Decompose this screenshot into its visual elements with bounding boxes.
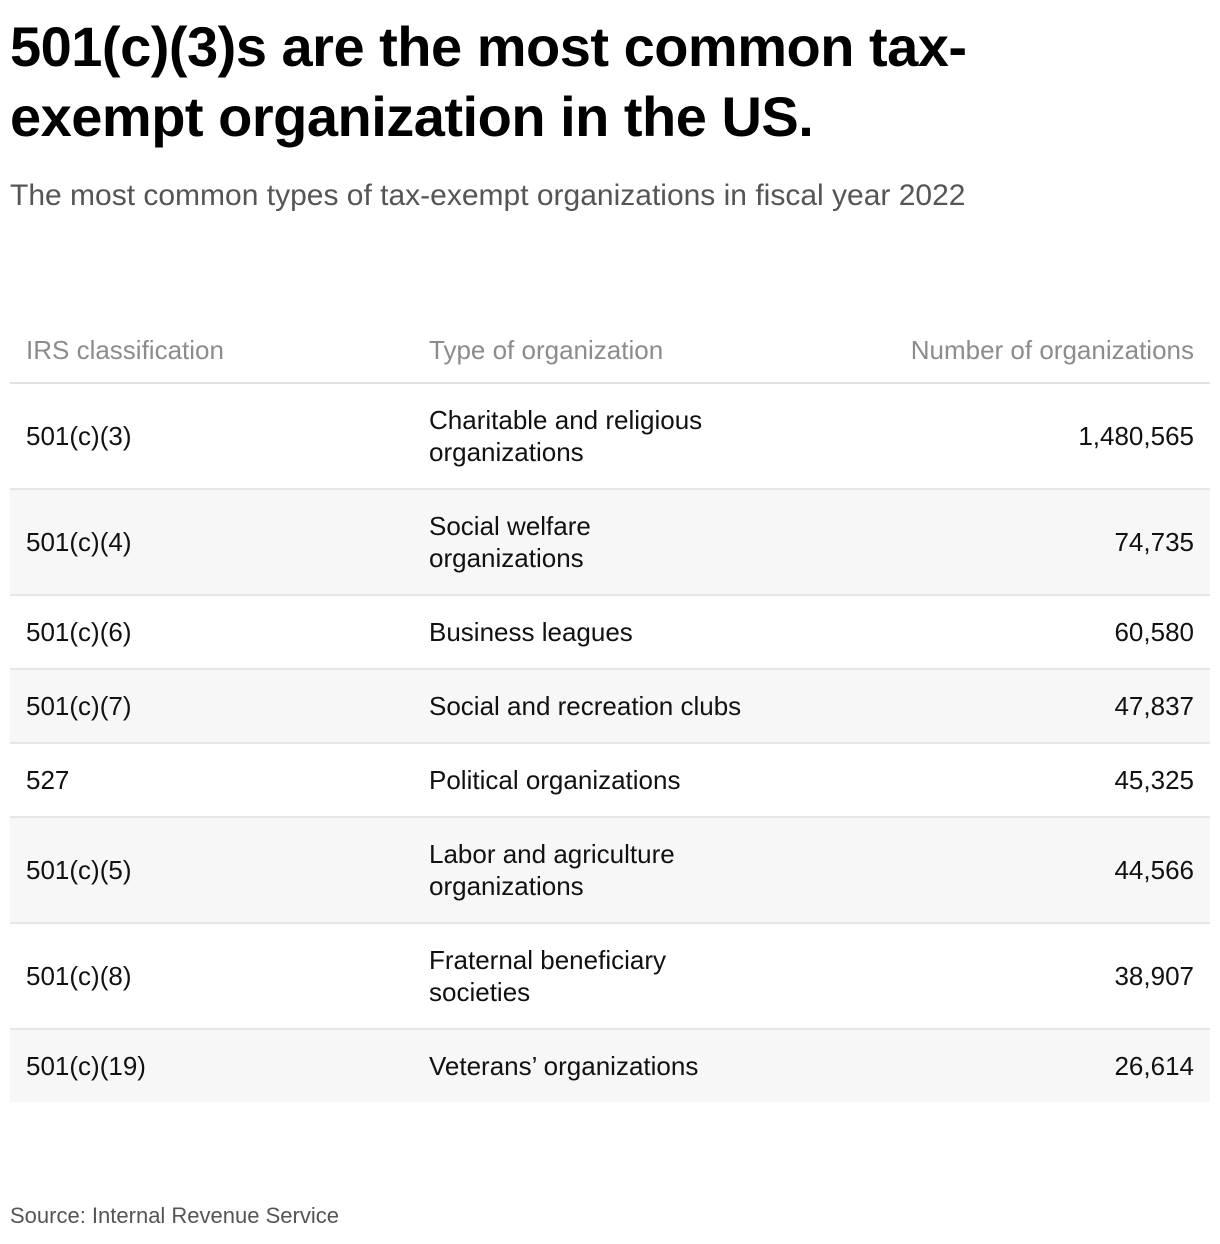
table-row: 527 Political organizations 45,325: [10, 743, 1210, 818]
cell-count: 60,580: [810, 595, 1210, 670]
cell-count: 38,907: [810, 923, 1210, 1030]
table-row: 501(c)(6) Business leagues 60,580: [10, 595, 1210, 670]
cell-count: 26,614: [810, 1029, 1210, 1102]
table-header: IRS classification Type of organization …: [10, 318, 1210, 384]
table-row: 501(c)(19) Veterans’ organizations 26,61…: [10, 1029, 1210, 1102]
cell-classification: 501(c)(6): [10, 595, 413, 670]
cell-classification: 501(c)(3): [10, 383, 413, 490]
cell-type: Fraternal beneficiary societies: [413, 923, 810, 1030]
source-note: Source: Internal Revenue Service: [10, 1203, 339, 1228]
cell-count: 1,480,565: [810, 383, 1210, 490]
cell-classification: 501(c)(4): [10, 489, 413, 596]
column-header-count: Number of organizations: [810, 318, 1210, 384]
chart-subtitle: The most common types of tax-exempt orga…: [10, 179, 966, 212]
cell-classification: 501(c)(19): [10, 1029, 413, 1102]
cell-type: Charitable and religious organizations: [413, 383, 810, 490]
cell-count: 44,566: [810, 817, 1210, 924]
cell-classification: 527: [10, 743, 413, 818]
cell-type: Business leagues: [413, 595, 810, 670]
chart-title: 501(c)(3)s are the most common tax-exemp…: [10, 15, 967, 148]
table-row: 501(c)(7) Social and recreation clubs 47…: [10, 669, 1210, 744]
cell-count: 47,837: [810, 669, 1210, 744]
cell-count: 74,735: [810, 489, 1210, 596]
cell-count: 45,325: [810, 743, 1210, 818]
table-row: 501(c)(5) Labor and agriculture organiza…: [10, 817, 1210, 924]
cell-classification: 501(c)(8): [10, 923, 413, 1030]
column-header-type: Type of organization: [413, 318, 810, 384]
cell-type: Social and recreation clubs: [413, 669, 810, 744]
table-body: 501(c)(3) Charitable and religious organ…: [10, 383, 1210, 1102]
cell-type: Veterans’ organizations: [413, 1029, 810, 1102]
table-row: 501(c)(4) Social welfare organizations 7…: [10, 489, 1210, 596]
column-header-classification: IRS classification: [10, 318, 413, 384]
cell-classification: 501(c)(7): [10, 669, 413, 744]
table-row: 501(c)(3) Charitable and religious organ…: [10, 383, 1210, 490]
table-header-row: IRS classification Type of organization …: [10, 318, 1210, 384]
data-table-container: IRS classification Type of organization …: [10, 318, 1210, 1102]
cell-classification: 501(c)(5): [10, 817, 413, 924]
table-row: 501(c)(8) Fraternal beneficiary societie…: [10, 923, 1210, 1030]
cell-type: Political organizations: [413, 743, 810, 818]
organizations-table: IRS classification Type of organization …: [10, 318, 1210, 1102]
cell-type: Labor and agriculture organizations: [413, 817, 810, 924]
cell-type: Social welfare organizations: [413, 489, 810, 596]
